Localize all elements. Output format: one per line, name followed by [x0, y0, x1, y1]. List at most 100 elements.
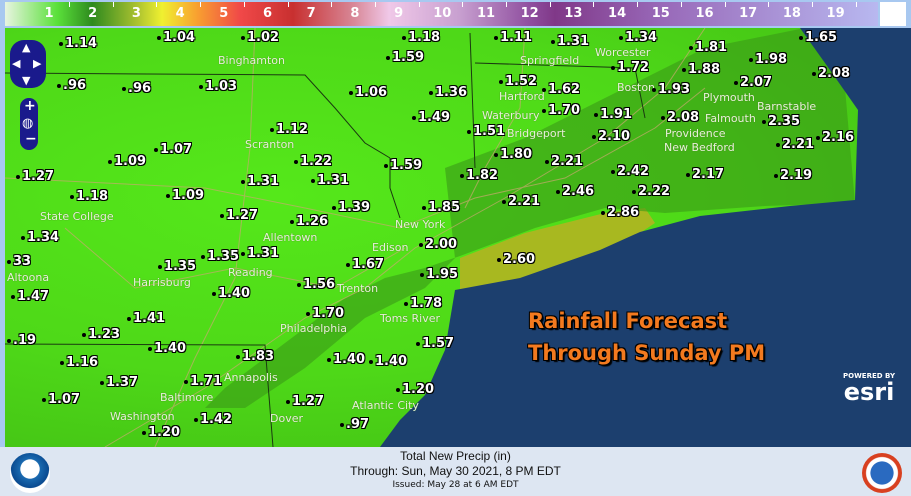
pan-left-icon[interactable]: ◀ — [12, 57, 21, 70]
rainfall-value: 1.31 — [240, 174, 280, 189]
city-label: Binghamton — [218, 54, 285, 67]
legend-label: 13 — [564, 6, 583, 21]
rainfall-value: 1.35 — [157, 259, 197, 274]
city-label: Bridgeport — [507, 127, 566, 140]
rainfall-value: 1.36 — [428, 85, 468, 100]
legend-tick — [69, 2, 70, 7]
rainfall-value: 1.22 — [293, 154, 333, 169]
rainfall-value: 1.11 — [493, 30, 533, 45]
rainfall-value: 1.27 — [285, 394, 325, 409]
legend-tick — [855, 2, 857, 7]
legend-label: 17 — [739, 6, 758, 21]
rainfall-value: 1.88 — [681, 62, 721, 77]
legend-label: 2 — [88, 6, 98, 21]
legend-tick — [768, 2, 770, 7]
city-label: Dover — [270, 412, 303, 425]
rainfall-value: 2.10 — [591, 129, 631, 144]
rainfall-value: 1.18 — [69, 189, 109, 204]
city-label: State College — [40, 210, 114, 223]
zoom-control[interactable]: + ◍ − — [20, 98, 38, 150]
rainfall-value: 2.07 — [733, 75, 773, 90]
legend-tick — [418, 2, 420, 7]
rainfall-value: 1.93 — [651, 82, 691, 97]
rainfall-value: 1.16 — [59, 355, 99, 370]
map-shapes — [5, 28, 911, 447]
city-label: Altoona — [7, 271, 50, 284]
rainfall-value: 1.09 — [165, 188, 205, 203]
legend-end-box — [880, 2, 906, 26]
city-label: Atlantic City — [352, 399, 419, 412]
legend-tick — [593, 2, 595, 7]
rainfall-value: .96 — [121, 81, 152, 96]
city-label: Waterbury — [482, 109, 540, 122]
rainfall-value: 1.71 — [183, 374, 223, 389]
rainfall-value: .19 — [6, 333, 37, 348]
legend-label: 19 — [826, 6, 845, 21]
legend-tick — [637, 2, 639, 7]
globe-icon[interactable]: ◍ — [22, 116, 34, 131]
legend-label: 16 — [695, 6, 714, 21]
pan-down-icon[interactable]: ▼ — [22, 74, 31, 87]
rainfall-value: 1.09 — [107, 154, 147, 169]
rainfall-value: 2.42 — [610, 164, 650, 179]
legend-tick — [156, 2, 158, 7]
city-label: Philadelphia — [280, 322, 348, 335]
ocean — [380, 28, 911, 447]
rainfall-value: 1.07 — [41, 392, 81, 407]
rainfall-value: 1.40 — [368, 354, 408, 369]
rainfall-value: 1.49 — [411, 110, 451, 125]
legend-label: 6 — [262, 6, 273, 21]
rainfall-value: 1.34 — [20, 230, 60, 245]
legend-gradient-bar — [5, 2, 878, 26]
legend-tick — [287, 2, 289, 7]
city-label: Barnstable — [757, 100, 817, 113]
footer-title: Total New Precip (in) — [400, 449, 511, 463]
rainfall-value: 2.16 — [815, 130, 855, 145]
rainfall-value: .96 — [56, 78, 87, 93]
rainfall-value: 2.21 — [544, 154, 584, 169]
rainfall-value: 1.14 — [58, 36, 98, 51]
rainfall-value: 1.65 — [798, 30, 838, 45]
darker-rain-zone — [205, 28, 855, 408]
legend-label: 1 — [44, 6, 54, 21]
esri-powered-by: POWERED BY — [843, 372, 896, 380]
zoom-in-icon[interactable]: + — [24, 98, 36, 114]
rainfall-value: 1.02 — [240, 30, 280, 45]
zoom-out-icon[interactable]: − — [25, 131, 37, 147]
rainfall-value: 2.00 — [418, 237, 458, 252]
rainfall-value: 2.08 — [811, 66, 851, 81]
legend-tick — [680, 2, 682, 7]
esri-wordmark: esri — [843, 378, 895, 406]
rainfall-value: 1.07 — [153, 142, 193, 157]
legend-tick — [243, 2, 245, 7]
legend-tick — [200, 2, 202, 7]
legend-label: 9 — [394, 6, 404, 21]
city-label: Reading — [228, 266, 273, 279]
pan-up-icon[interactable]: ▲ — [22, 41, 31, 54]
city-label: Washington — [110, 410, 175, 423]
legend-tick — [112, 2, 114, 7]
rainfall-map[interactable]: Binghamton Scranton State College Altoona Ha… — [5, 28, 911, 447]
legend-label: 8 — [350, 6, 360, 21]
rainfall-value: 1.40 — [326, 352, 366, 367]
city-label: Scranton — [245, 138, 295, 151]
city-label: Edison — [372, 241, 409, 254]
rainfall-value: 1.57 — [415, 336, 455, 351]
rainfall-value: 2.46 — [555, 184, 595, 199]
city-label: Allentown — [263, 231, 318, 244]
city-label: Toms River — [380, 312, 441, 325]
rainfall-value: 1.35 — [200, 249, 240, 264]
rainfall-value: 1.62 — [541, 82, 581, 97]
rainfall-value: 1.27 — [219, 208, 259, 223]
rainfall-value: 1.31 — [550, 34, 590, 49]
legend-label: 12 — [520, 6, 539, 21]
rainfall-value: 2.17 — [685, 167, 725, 182]
rainfall-value: 1.31 — [310, 173, 350, 188]
rainfall-value: 1.81 — [688, 40, 728, 55]
pan-right-icon[interactable]: ▶ — [33, 57, 42, 70]
legend-label: 14 — [608, 6, 627, 21]
city-label: Harrisburg — [133, 276, 191, 289]
pan-control[interactable]: ▲ ◀ ▶ ▼ — [10, 40, 46, 88]
legend-label: 15 — [651, 6, 670, 21]
city-label: New Bedford — [664, 141, 735, 154]
